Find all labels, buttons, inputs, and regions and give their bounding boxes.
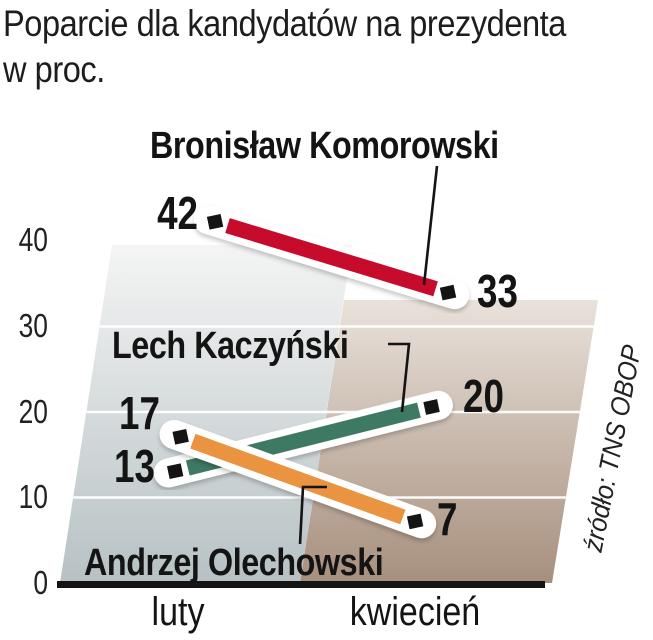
series-bar-olechowski [190, 433, 406, 525]
marker-olechowski-luty [172, 428, 189, 445]
value-kaczynski-kwiecien: 20 [463, 370, 504, 422]
ytick-20: 20 [18, 393, 48, 430]
xlabel-luty: luty [151, 590, 205, 634]
chart-title-line2: w proc. [3, 49, 105, 90]
series-olechowski [159, 419, 437, 539]
marker-olechowski-kwiecien [406, 513, 424, 530]
series-label-komorowski: Bronisław Komorowski [150, 125, 499, 167]
ytick-10: 10 [18, 478, 48, 515]
value-kaczynski-luty: 13 [114, 440, 155, 492]
value-olechowski-luty: 17 [119, 387, 160, 439]
callout-line-olechowski [298, 485, 327, 545]
series-label-kaczynski: Lech Kaczyński [112, 325, 349, 367]
chart-title-line1: Poparcie dla kandydatów na prezydenta [3, 3, 566, 44]
value-olechowski-kwiecien: 7 [437, 493, 458, 545]
value-komorowski-kwiecien: 33 [477, 265, 518, 317]
series-komorowski [193, 205, 470, 310]
series-bar-komorowski [225, 218, 438, 297]
xlabel-kwiecien: kwiecień [349, 590, 481, 634]
marker-komorowski-luty [206, 213, 224, 230]
marker-komorowski-kwiecien [439, 284, 457, 301]
ytick-30: 30 [18, 307, 48, 344]
ytick-0: 0 [33, 564, 48, 601]
callout-line-komorowski [422, 165, 439, 286]
marker-kaczynski-kwiecien [423, 399, 440, 415]
value-komorowski-luty: 42 [157, 187, 198, 239]
series-label-olechowski: Andrzej Olechowski [84, 542, 384, 584]
callout-line-kaczynski [388, 342, 411, 413]
marker-kaczynski-luty [166, 463, 184, 480]
ytick-40: 40 [18, 221, 48, 258]
